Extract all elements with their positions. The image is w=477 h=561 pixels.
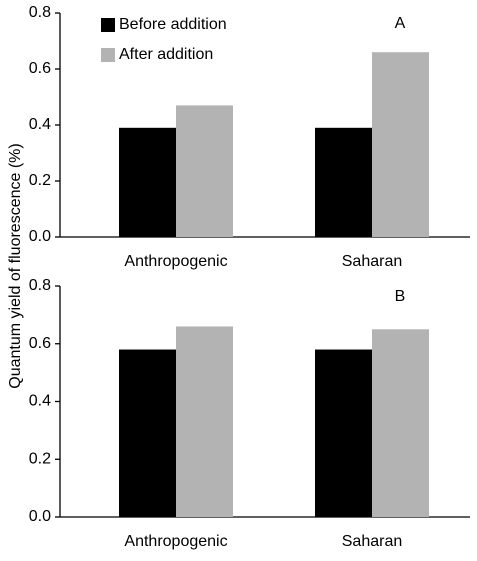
y-tick-label: 0.4: [29, 393, 51, 410]
y-tick-label: 0.0: [29, 508, 51, 525]
y-axis-label: Quantum yield of fluorescence (%): [7, 143, 24, 388]
x-tick-label: Saharan: [342, 533, 403, 550]
legend-swatch: [101, 18, 115, 32]
y-tick-label: 0.2: [29, 172, 51, 189]
bar: [119, 127, 176, 237]
bar: [119, 349, 176, 517]
legend-swatch: [101, 48, 115, 62]
x-tick-label: Saharan: [342, 253, 403, 270]
x-tick-label: Anthropogenic: [124, 253, 227, 270]
y-tick-label: 0.0: [29, 228, 51, 245]
y-tick-label: 0.6: [29, 335, 51, 352]
panel-label: B: [395, 288, 406, 305]
y-tick-label: 0.6: [29, 60, 51, 77]
bar: [372, 52, 429, 238]
bar: [315, 127, 372, 237]
y-tick-label: 0.8: [29, 277, 51, 294]
y-tick-label: 0.2: [29, 450, 51, 467]
panel-label: A: [395, 15, 406, 32]
x-tick-label: Anthropogenic: [124, 533, 227, 550]
y-tick-label: 0.4: [29, 116, 51, 133]
legend-label: After addition: [119, 46, 213, 63]
y-tick-label: 0.8: [29, 4, 51, 21]
bar: [176, 326, 233, 517]
bar: [315, 349, 372, 517]
bar: [372, 329, 429, 517]
legend-label: Before addition: [119, 16, 227, 33]
bar: [176, 105, 233, 238]
